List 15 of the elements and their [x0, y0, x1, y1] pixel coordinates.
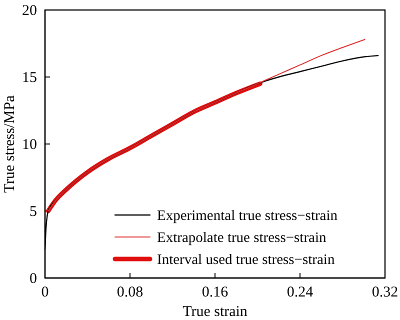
y-tick-label: 20 — [22, 2, 37, 19]
y-tick-label: 15 — [22, 70, 37, 86]
legend-label: Interval used true stress−strain — [157, 252, 336, 268]
x-tick-label: 0.24 — [286, 284, 314, 301]
y-tick-label: 10 — [22, 136, 37, 153]
x-axis-title: True strain — [182, 304, 248, 320]
y-tick-label: 5 — [30, 204, 37, 220]
y-axis-title: True stress/MPa — [2, 94, 18, 193]
x-tick-label: 0.32 — [372, 284, 398, 301]
y-tick-label: 0 — [30, 270, 37, 287]
legend-label: Experimental true stress−strain — [157, 208, 338, 224]
x-tick-label: 0 — [41, 284, 49, 301]
legend-label: Extrapolate true stress−strain — [157, 230, 327, 246]
x-tick-label: 0.16 — [202, 284, 229, 301]
x-tick-label: 0.08 — [116, 284, 144, 301]
